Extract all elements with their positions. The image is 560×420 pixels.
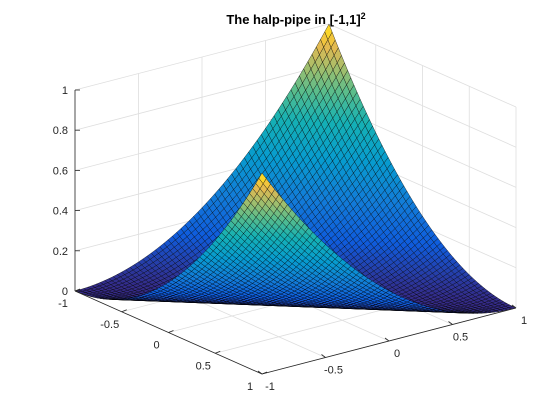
- chart-title: The halp-pipe in [-1,1]2: [226, 11, 365, 27]
- grid-line: [328, 23, 517, 108]
- z-tick-label: 0.6: [53, 165, 68, 177]
- grid-line: [74, 63, 330, 131]
- x-tick-label: 0.5: [196, 360, 211, 372]
- y-tick-mark: [448, 321, 453, 325]
- y-tick-mark: [511, 304, 517, 309]
- x-tick-label: -1: [58, 298, 68, 310]
- x-tick-mark: [261, 371, 268, 375]
- y-tick-label: -0.5: [324, 365, 343, 377]
- chart-title-main: The halp-pipe in [-1,1]: [226, 12, 360, 27]
- surface-patch: [258, 172, 267, 184]
- z-tick-label: 1: [62, 85, 68, 97]
- y-tick-label: -1: [265, 381, 275, 393]
- y-tick-label: 0.5: [453, 332, 468, 344]
- z-tick-label: 0.4: [53, 206, 68, 218]
- x-tick-label: 0: [153, 340, 159, 352]
- z-tick-label: 0.8: [53, 125, 68, 137]
- y-tick-mark: [321, 354, 326, 358]
- x-tick-label: -0.5: [100, 319, 119, 331]
- y-tick-mark: [384, 337, 390, 342]
- z-tick-label: 0: [62, 286, 68, 298]
- x-tick-mark: [215, 350, 221, 354]
- z-tick-label: 0.2: [53, 246, 68, 258]
- y-tick-label: 1: [521, 315, 527, 327]
- grid-line: [74, 23, 330, 91]
- chart-title-superscript: 2: [361, 11, 366, 21]
- surface-mesh: [74, 23, 517, 314]
- axes-ticks: -1 -0.5 0 0.5 1 -1 -0.5 0 0.5 1 0 0.2 0.4 0.6 0.8 1: [53, 85, 527, 393]
- x-tick-mark: [168, 330, 174, 333]
- y-tick-label: 0: [394, 348, 400, 360]
- x-tick-label: 1: [247, 381, 253, 393]
- surface-patch: [324, 23, 333, 41]
- y-tick-mark: [257, 370, 263, 375]
- grid-line: [328, 63, 517, 148]
- x-tick-mark: [121, 309, 127, 313]
